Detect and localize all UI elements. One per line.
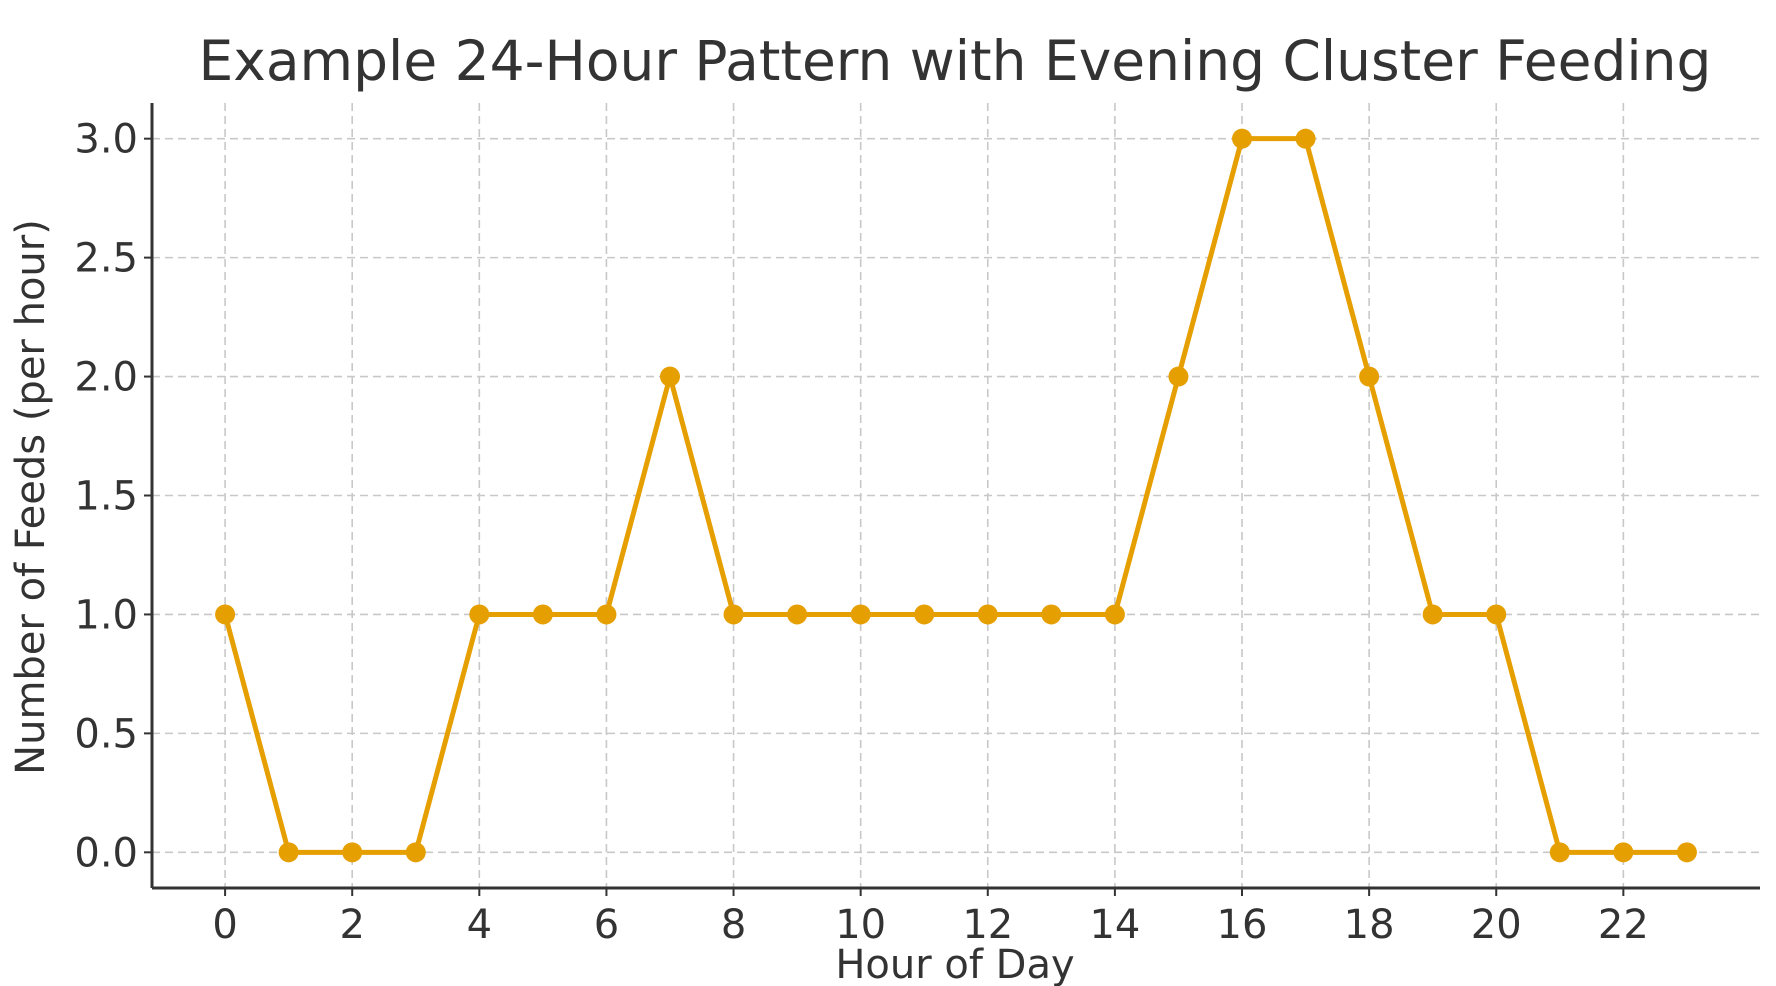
x-tick-label: 2 (339, 902, 364, 948)
x-tick-label: 8 (721, 902, 746, 948)
x-axis-label: Hour of Day (835, 942, 1074, 986)
data-point (659, 366, 680, 387)
data-point (342, 842, 363, 863)
y-tick-label: 2.0 (74, 355, 138, 401)
data-point (405, 842, 426, 863)
data-point (596, 604, 617, 625)
y-tick-label: 0.0 (74, 830, 138, 876)
data-point (1613, 842, 1634, 863)
x-tick-label: 22 (1598, 902, 1649, 948)
series (215, 128, 1697, 863)
x-tick-label: 20 (1471, 902, 1522, 948)
x-tick-label: 10 (835, 902, 886, 948)
data-point (850, 604, 871, 625)
data-point (787, 604, 808, 625)
grid (152, 103, 1760, 888)
series-line (222, 136, 1690, 855)
data-point (1359, 366, 1380, 387)
data-point (914, 604, 935, 625)
data-point (1486, 604, 1507, 625)
data-point (215, 604, 236, 625)
y-axis-label: Number of Feeds (per hour) (8, 219, 54, 775)
x-tick-label: 12 (962, 902, 1013, 948)
data-point (532, 604, 553, 625)
y-tick-label: 1.0 (74, 592, 138, 638)
x-tick-label: 6 (594, 902, 619, 948)
data-point (723, 604, 744, 625)
y-tick-label: 0.5 (74, 711, 138, 757)
data-point (977, 604, 998, 625)
x-tick-label: 16 (1217, 902, 1268, 948)
data-point (278, 842, 299, 863)
data-point (469, 604, 490, 625)
data-point (1549, 842, 1570, 863)
x-tick-label: 14 (1089, 902, 1140, 948)
y-tick-label: 3.0 (74, 117, 138, 163)
y-ticks: 0.0 0.5 1.0 1.5 2.0 2.5 3.0 (74, 117, 152, 876)
data-point (1295, 128, 1316, 149)
data-point (1422, 604, 1443, 625)
x-tick-label: 4 (467, 902, 492, 948)
y-tick-label: 1.5 (74, 474, 138, 520)
data-point (1676, 842, 1697, 863)
x-ticks: 0 2 4 6 8 10 12 14 16 18 20 22 (212, 888, 1649, 948)
data-point (1168, 366, 1189, 387)
data-point (1104, 604, 1125, 625)
y-tick-label: 2.5 (74, 236, 138, 282)
x-tick-label: 18 (1344, 902, 1395, 948)
data-point (1232, 128, 1253, 149)
data-point (1041, 604, 1062, 625)
x-tick-label: 0 (212, 902, 237, 948)
chart-title: Example 24-Hour Pattern with Evening Clu… (199, 29, 1712, 93)
